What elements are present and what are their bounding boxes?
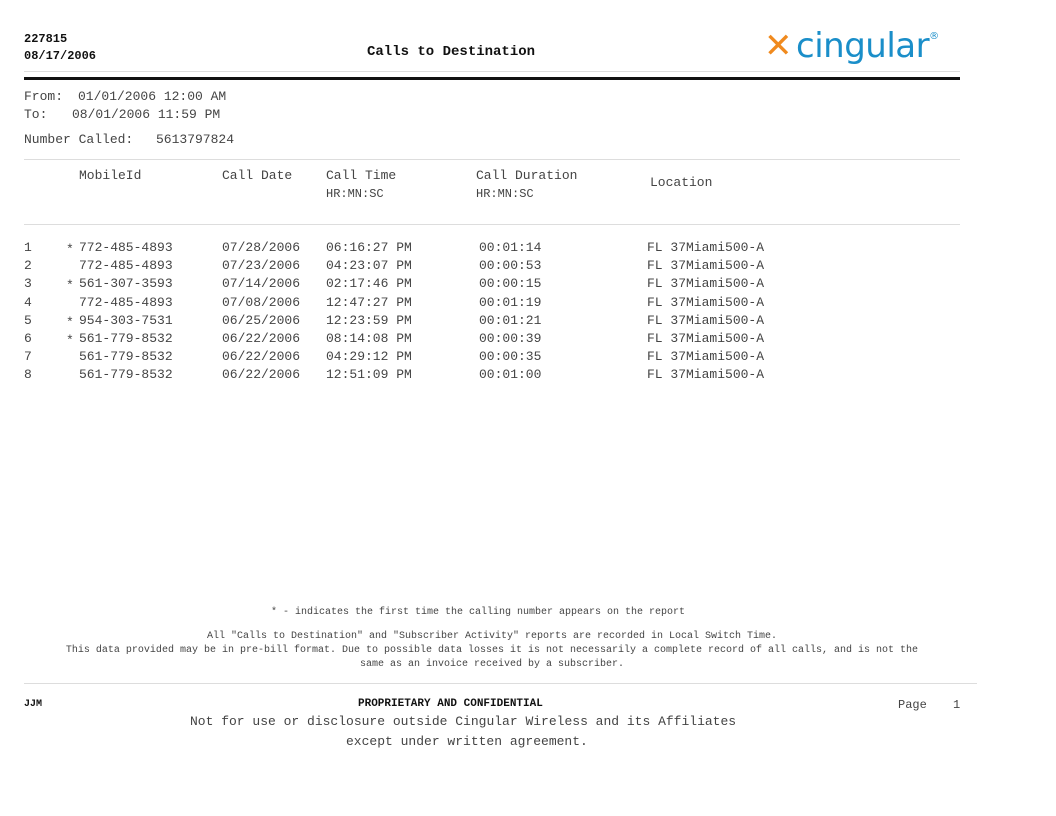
note-line-1: All "Calls to Destination" and "Subscrib…: [206, 631, 778, 642]
location: FL 37Miami500-A: [647, 294, 765, 310]
call-time: 04:29:12 PM: [326, 349, 412, 365]
first-appearance-marker: *: [66, 314, 74, 330]
call-date: 07/14/2006: [222, 276, 301, 292]
divider: [24, 159, 960, 160]
call-date: 07/23/2006: [222, 258, 301, 274]
row-number: 5: [24, 312, 32, 328]
mobile-id: 772-485-4893: [79, 240, 173, 255]
page-title: Calls to Destination: [367, 44, 536, 60]
report-id: 227815: [24, 32, 68, 46]
footer-disclaimer-1: Not for use or disclosure outside Cingul…: [190, 714, 737, 729]
row-number: 3: [24, 276, 32, 292]
footer-confidential: PROPRIETARY AND CONFIDENTIAL: [358, 698, 543, 710]
asterisk-legend: * - indicates the first time the calling…: [270, 607, 686, 618]
call-time: 06:16:27 PM: [326, 240, 412, 255]
call-duration: 00:00:53: [479, 258, 542, 274]
divider: [24, 683, 977, 684]
first-appearance-marker: *: [66, 333, 74, 348]
page-number: 1: [953, 698, 961, 712]
mobile-id: 561-779-8532: [79, 349, 173, 365]
first-appearance-marker: *: [66, 242, 74, 257]
call-time: 04:23:07 PM: [326, 258, 412, 274]
from-value: 01/01/2006 12:00 AM: [78, 89, 227, 104]
to-value: 08/01/2006 11:59 PM: [72, 107, 221, 122]
call-time: 12:51:09 PM: [326, 367, 412, 383]
col-call-duration-unit: HR:MN:SC: [476, 187, 534, 201]
mobile-id: 561-779-8532: [79, 331, 173, 346]
col-call-time: Call Time: [326, 168, 397, 183]
col-call-duration: Call Duration: [476, 168, 578, 183]
call-time: 12:47:27 PM: [326, 294, 412, 310]
mobile-id: 772-485-4893: [79, 258, 173, 274]
location: FL 37Miami500-A: [647, 349, 765, 365]
call-date: 06/22/2006: [222, 349, 301, 365]
location: FL 37Miami500-A: [647, 331, 765, 346]
report-date: 08/17/2006: [24, 49, 97, 63]
col-call-date: Call Date: [222, 168, 293, 183]
to-label: To:: [24, 107, 48, 122]
call-duration: 00:00:15: [479, 276, 542, 292]
col-call-time-unit: HR:MN:SC: [326, 187, 384, 201]
call-time: 02:17:46 PM: [326, 276, 412, 292]
from-label: From:: [24, 89, 64, 104]
row-number: 7: [24, 349, 32, 365]
location: FL 37Miami500-A: [647, 240, 765, 255]
call-date: 06/22/2006: [222, 367, 301, 383]
mobile-id: 561-307-3593: [79, 276, 173, 292]
note-line-2: This data provided may be in pre-bill fo…: [65, 645, 919, 656]
col-location: Location: [650, 175, 713, 190]
call-duration: 00:01:19: [479, 294, 542, 310]
location: FL 37Miami500-A: [647, 276, 765, 292]
number-called-label: Number Called:: [24, 132, 134, 147]
call-date: 07/28/2006: [222, 240, 301, 255]
divider: [24, 224, 960, 225]
row-number: 8: [24, 367, 32, 383]
row-number: 6: [24, 331, 32, 346]
row-number: 2: [24, 258, 32, 274]
mobile-id: 954-303-7531: [79, 312, 173, 328]
call-date: 07/08/2006: [222, 294, 301, 310]
location: FL 37Miami500-A: [647, 367, 765, 383]
cingular-x-icon: ✕: [764, 26, 793, 66]
footer-initials: JJM: [24, 699, 43, 710]
first-appearance-marker: *: [66, 278, 74, 294]
location: FL 37Miami500-A: [647, 258, 765, 274]
page-label: Page: [898, 698, 927, 712]
divider: [24, 71, 960, 72]
call-duration: 00:00:35: [479, 349, 542, 365]
call-time: 08:14:08 PM: [326, 331, 412, 346]
call-time: 12:23:59 PM: [326, 312, 412, 328]
call-duration: 00:01:00: [479, 367, 542, 383]
number-called-value: 5613797824: [156, 132, 235, 147]
footer-disclaimer-2: except under written agreement.: [346, 734, 588, 749]
note-line-3: same as an invoice received by a subscri…: [359, 659, 625, 670]
call-date: 06/22/2006: [222, 331, 301, 346]
mobile-id: 561-779-8532: [79, 367, 173, 383]
call-duration: 00:01:21: [479, 312, 542, 328]
call-duration: 00:00:39: [479, 331, 542, 346]
mobile-id: 772-485-4893: [79, 294, 173, 310]
divider-thick: [24, 77, 960, 80]
row-number: 4: [24, 294, 32, 310]
cingular-logo: ✕ cingular®: [764, 26, 939, 66]
row-number: 1: [24, 240, 32, 255]
call-date: 06/25/2006: [222, 312, 301, 328]
call-duration: 00:01:14: [479, 240, 542, 255]
col-mobileid: MobileId: [79, 168, 142, 183]
location: FL 37Miami500-A: [647, 312, 765, 328]
